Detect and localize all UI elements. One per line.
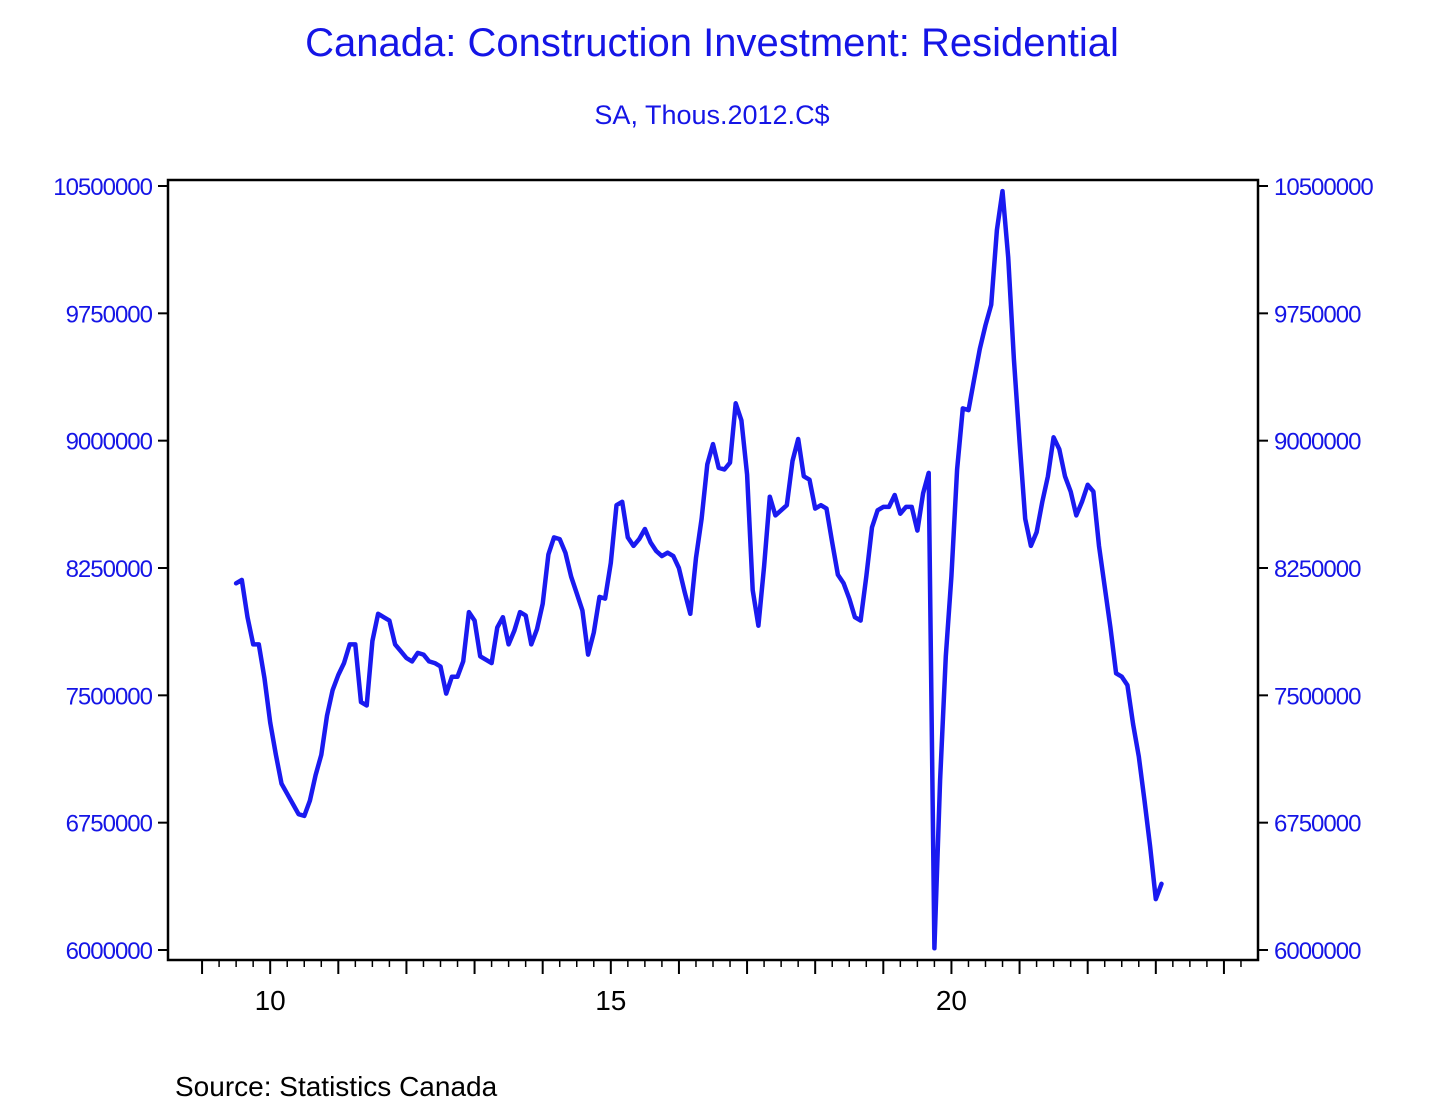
y-tick-label-left: 9000000 xyxy=(66,429,153,456)
y-tick-label-left: 7500000 xyxy=(66,683,153,710)
series-layer xyxy=(233,188,1164,951)
y-tick-label-right: 8250000 xyxy=(1274,556,1361,583)
y-axis-left: 10500000 9750000 9000000 8250000 7500000 6750… xyxy=(53,174,168,965)
x-tick-label: 10 xyxy=(255,985,286,1016)
y-tick-label-left: 9750000 xyxy=(66,301,153,328)
y-tick-label-right: 10500000 xyxy=(1274,174,1373,201)
plot-area-frame xyxy=(166,178,1260,962)
y-tick-label-left: 6000000 xyxy=(66,938,153,965)
x-tick-label: 20 xyxy=(936,985,967,1016)
series-line xyxy=(233,188,1164,951)
y-tick-label-left: 6750000 xyxy=(66,811,153,838)
source-note: Source: Statistics Canada xyxy=(175,1071,498,1102)
chart-title: Canada: Construction Investment: Residen… xyxy=(305,21,1119,65)
y-tick-label-right: 9750000 xyxy=(1274,301,1361,328)
y-tick-label-left: 8250000 xyxy=(66,556,153,583)
y-axis-right: 10500000 9750000 9000000 8250000 7500000 6750… xyxy=(1258,174,1374,965)
y-tick-label-right: 9000000 xyxy=(1274,429,1361,456)
x-axis: 10 15 20 xyxy=(201,960,1242,1016)
chart-subtitle: SA, Thous.2012.C$ xyxy=(594,100,829,130)
y-tick-label-right: 6750000 xyxy=(1274,811,1361,838)
x-tick-label: 15 xyxy=(595,985,626,1016)
y-tick-label-right: 6000000 xyxy=(1274,938,1361,965)
y-tick-label-right: 7500000 xyxy=(1274,683,1361,710)
y-tick-label-left: 10500000 xyxy=(53,174,152,201)
